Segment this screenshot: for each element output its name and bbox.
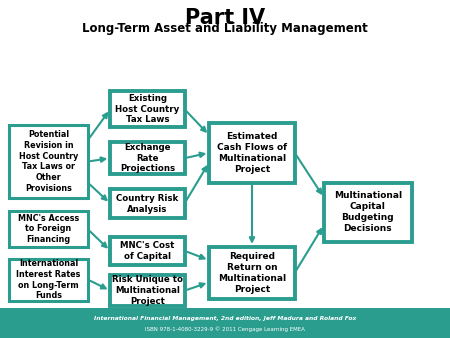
Text: Risk Unique to
Multinational
Project: Risk Unique to Multinational Project — [112, 275, 183, 306]
Text: Estimated
Cash Flows of
Multinational
Project: Estimated Cash Flows of Multinational Pr… — [217, 132, 287, 174]
Text: Exchange
Rate
Projections: Exchange Rate Projections — [120, 143, 175, 173]
FancyBboxPatch shape — [209, 247, 295, 299]
Text: Potential
Revision in
Host Country
Tax Laws or
Other
Provisions: Potential Revision in Host Country Tax L… — [19, 130, 78, 193]
Text: Multinational
Capital
Budgeting
Decisions: Multinational Capital Budgeting Decision… — [334, 191, 402, 233]
Text: International
Interest Rates
on Long-Term
Funds: International Interest Rates on Long-Ter… — [16, 259, 81, 300]
FancyBboxPatch shape — [110, 142, 184, 174]
Text: International Financial Management, 2nd edition, Jeff Madura and Roland Fox: International Financial Management, 2nd … — [94, 316, 356, 321]
Text: Existing
Host Country
Tax Laws: Existing Host Country Tax Laws — [115, 94, 180, 124]
FancyBboxPatch shape — [9, 259, 88, 301]
FancyBboxPatch shape — [110, 189, 184, 218]
Text: Long-Term Asset and Liability Management: Long-Term Asset and Liability Management — [82, 22, 368, 35]
FancyBboxPatch shape — [9, 211, 88, 247]
Text: Required
Return on
Multinational
Project: Required Return on Multinational Project — [218, 252, 286, 294]
Text: Part IV: Part IV — [185, 8, 265, 28]
FancyBboxPatch shape — [9, 125, 88, 198]
FancyBboxPatch shape — [110, 91, 184, 127]
FancyBboxPatch shape — [110, 275, 184, 306]
Text: MNC's Access
to Foreign
Financing: MNC's Access to Foreign Financing — [18, 214, 79, 244]
FancyBboxPatch shape — [324, 183, 412, 242]
Bar — [0, 308, 450, 338]
Text: ISBN 978-1-4080-3229-9 © 2011 Cengage Learning EMEA: ISBN 978-1-4080-3229-9 © 2011 Cengage Le… — [145, 327, 305, 332]
Text: MNC's Cost
of Capital: MNC's Cost of Capital — [120, 241, 175, 261]
FancyBboxPatch shape — [209, 123, 295, 183]
Text: Country Risk
Analysis: Country Risk Analysis — [116, 194, 179, 214]
FancyBboxPatch shape — [110, 237, 184, 265]
